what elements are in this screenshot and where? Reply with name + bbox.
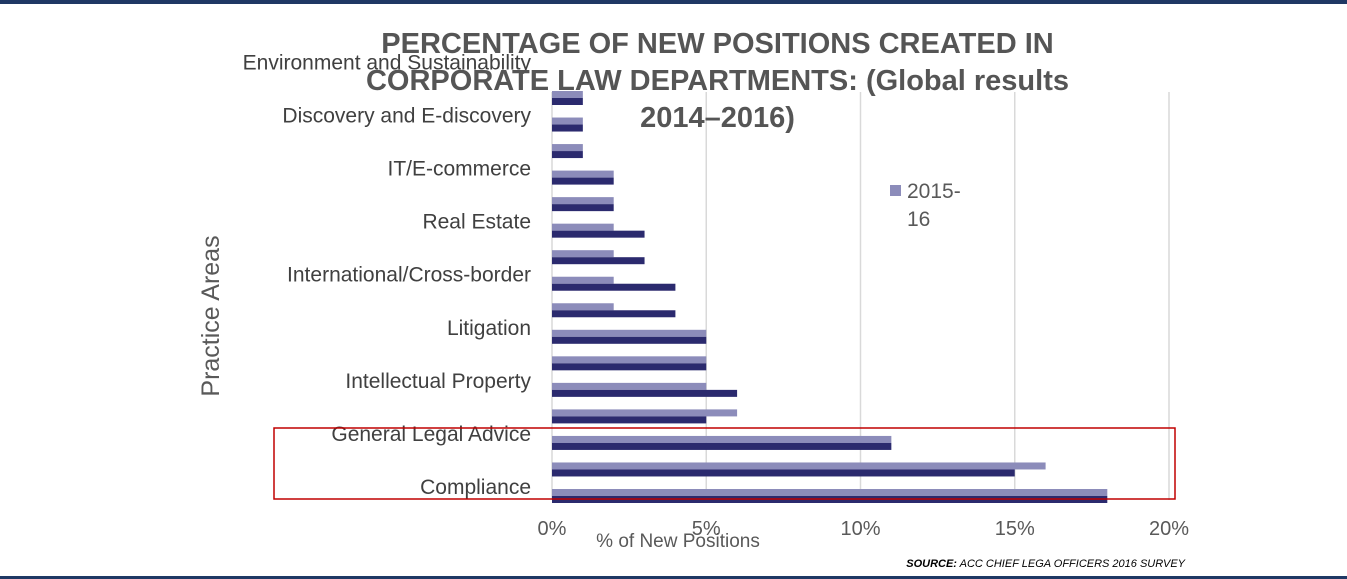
category-label: Real Estate [422, 211, 531, 234]
bar-series-1 [552, 382, 707, 390]
bar-series-2 [552, 151, 583, 159]
bar-series-2 [552, 204, 614, 212]
x-tick-label: 10% [840, 518, 880, 540]
category-label: IT/E-commerce [387, 158, 531, 181]
bar-series-1 [552, 223, 614, 231]
bar-series-2 [552, 283, 676, 291]
bar-series-1 [552, 356, 707, 364]
legend-label: 2015- [907, 180, 961, 203]
category-label: Litigation [447, 317, 531, 340]
bar-series-1 [552, 462, 1046, 470]
bar-series-2 [552, 442, 892, 450]
x-axis-title: % of New Positions [596, 531, 760, 552]
bar-series-1 [552, 303, 614, 311]
bar-series-2 [552, 336, 707, 344]
bar-series-2 [552, 310, 676, 318]
bar-series-2 [552, 469, 1015, 477]
chart-title: PERCENTAGE OF NEW POSITIONS CREATED IN C… [365, 28, 1069, 134]
bar-series-2 [552, 98, 583, 105]
bar-series-2 [552, 363, 707, 371]
x-tick-label: 15% [995, 518, 1035, 540]
bar-series-1 [552, 329, 707, 337]
bottom-border [0, 576, 1347, 579]
category-label: Environment and Sustainability [243, 51, 532, 74]
x-tick-label: 5% [692, 518, 721, 540]
bar-series-2 [552, 416, 707, 424]
bar-series-1 [552, 435, 892, 443]
bar-series-1 [552, 276, 614, 284]
x-tick-label: 0% [538, 518, 567, 540]
category-label: Discovery and E-discovery [282, 105, 531, 128]
legend-swatch [890, 185, 901, 196]
category-label: General Legal Advice [331, 423, 531, 446]
highlight-box [273, 427, 1176, 500]
bar-series-2 [552, 177, 614, 185]
bar-series-1 [552, 144, 583, 152]
bar-series-1 [552, 170, 614, 178]
bar-series-1 [552, 117, 583, 125]
bar-series-1 [552, 489, 1108, 496]
bar-series-1 [552, 409, 738, 417]
source-text: ACC CHIEF LEGA OFFICERS 2016 SURVEY [956, 558, 1185, 570]
bar-series-2 [552, 389, 738, 397]
x-tick-label: 20% [1149, 518, 1189, 540]
bar-series-1 [552, 197, 614, 205]
bar-series-2 [552, 230, 645, 238]
source-note: SOURCE: ACC CHIEF LEGA OFFICERS 2016 SUR… [906, 558, 1185, 570]
legend-label: 16 [907, 208, 930, 231]
bar-series-1 [552, 250, 614, 258]
top-border [0, 0, 1347, 4]
category-label: Intellectual Property [345, 370, 531, 393]
bar-series-2 [552, 124, 583, 132]
category-label: International/Cross-border [287, 264, 531, 287]
bar-series-2 [552, 257, 645, 265]
y-axis-title: Practice Areas [197, 235, 225, 396]
category-label: Compliance [420, 476, 531, 499]
bar-series-1 [552, 91, 583, 98]
source-prefix: SOURCE: [906, 558, 957, 570]
